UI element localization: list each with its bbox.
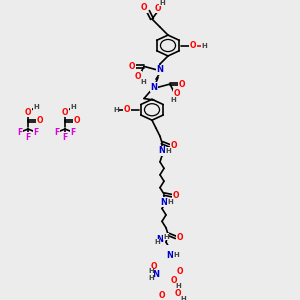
Text: H: H (165, 148, 171, 154)
Text: N: N (158, 146, 166, 155)
Text: N: N (160, 198, 167, 207)
Text: N: N (157, 235, 164, 244)
Text: N: N (152, 270, 160, 279)
Text: O: O (151, 262, 157, 271)
Text: F: F (54, 128, 60, 137)
Text: H: H (33, 103, 39, 109)
Text: H: H (159, 0, 165, 6)
Text: O: O (37, 116, 43, 125)
Text: F: F (17, 128, 22, 137)
Text: H: H (175, 284, 181, 290)
Text: H: H (170, 97, 176, 103)
Text: H: H (201, 43, 207, 49)
Text: O: O (177, 267, 183, 276)
Text: O: O (171, 141, 177, 150)
Text: O: O (177, 233, 183, 242)
Text: O: O (135, 71, 141, 80)
Text: O: O (124, 105, 130, 114)
Text: N: N (157, 65, 164, 74)
Text: H: H (163, 234, 169, 240)
Text: F: F (62, 133, 68, 142)
Text: O: O (141, 3, 147, 12)
Text: H: H (167, 199, 173, 205)
Text: N: N (167, 250, 173, 260)
Text: O: O (174, 89, 180, 98)
Text: O: O (179, 80, 185, 88)
Text: F: F (26, 133, 31, 142)
Text: H: H (148, 268, 154, 274)
Text: O: O (129, 62, 135, 71)
Text: H: H (180, 296, 186, 300)
Text: N: N (151, 83, 158, 92)
Text: O: O (74, 116, 80, 125)
Text: O: O (175, 289, 181, 298)
Text: O: O (171, 276, 177, 285)
Text: H: H (173, 252, 179, 258)
Text: H: H (148, 274, 154, 280)
Text: O: O (62, 108, 68, 117)
Text: H: H (140, 80, 146, 85)
Text: O: O (159, 291, 165, 300)
Text: H: H (113, 107, 119, 113)
Text: O: O (155, 4, 161, 13)
Text: O: O (25, 108, 31, 117)
Text: F: F (33, 128, 39, 137)
Text: O: O (173, 191, 179, 200)
Text: F: F (70, 128, 76, 137)
Text: H: H (154, 239, 160, 245)
Text: H: H (70, 103, 76, 109)
Text: O: O (190, 41, 196, 50)
